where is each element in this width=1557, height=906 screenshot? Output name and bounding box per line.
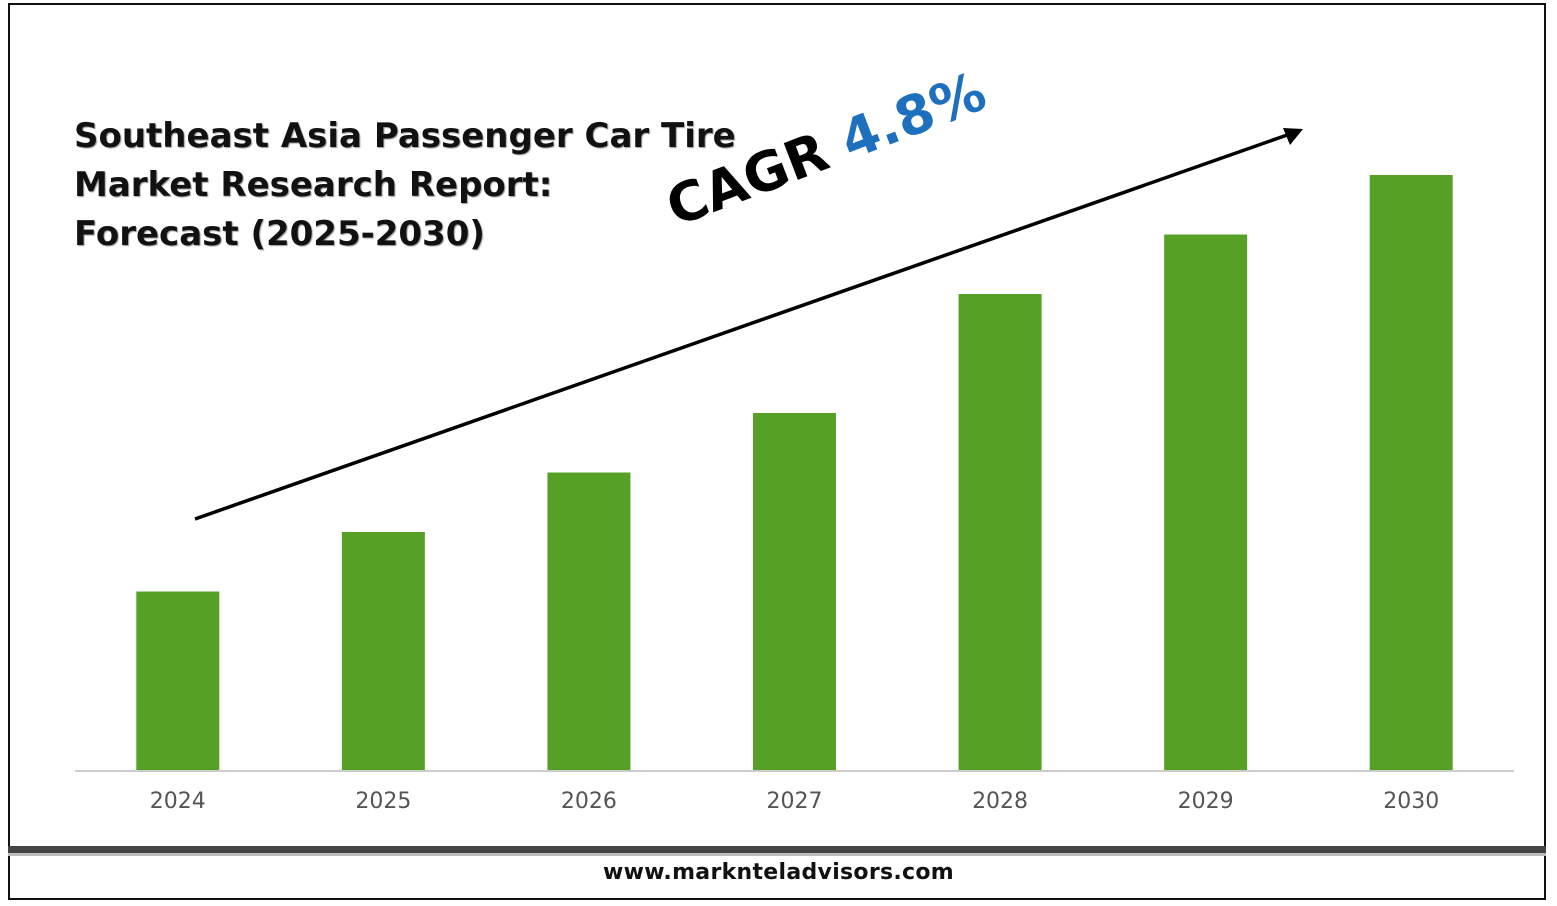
x-tick-label-2028: 2028 — [972, 789, 1028, 814]
footer-divider-shadow — [8, 853, 1546, 856]
x-tick-label-2030: 2030 — [1383, 789, 1439, 814]
bar-2024 — [136, 591, 220, 770]
bar-2026 — [547, 472, 631, 770]
cagr-arrow-line — [194, 132, 1291, 521]
bar-group — [136, 175, 1453, 770]
footer-divider — [8, 846, 1546, 853]
cagr-arrow-head — [1283, 128, 1303, 145]
x-tick-label-2026: 2026 — [561, 789, 617, 814]
chart-title: Southeast Asia Passenger Car Tire Market… — [74, 112, 774, 259]
x-tick-label-2029: 2029 — [1178, 789, 1234, 814]
cagr-arrow — [194, 128, 1303, 521]
footer-website: www.marknteladvisors.com — [602, 860, 955, 885]
title-line-3: Forecast (2025-2030) — [74, 214, 485, 254]
x-tick-label-2024: 2024 — [150, 789, 206, 814]
bar-2027 — [753, 413, 836, 770]
bar-2028 — [958, 294, 1042, 770]
title-line-2: Market Research Report: — [74, 165, 553, 205]
title-line-1: Southeast Asia Passenger Car Tire — [74, 116, 736, 156]
x-tick-label-2025: 2025 — [355, 789, 411, 814]
bar-2029 — [1164, 234, 1248, 770]
x-tick-label-2027: 2027 — [767, 789, 823, 814]
bar-2030 — [1369, 175, 1453, 770]
x-tick-group: 2024 2025 2026 2027 2028 2029 2030 — [150, 789, 1439, 814]
bar-2025 — [341, 532, 425, 770]
